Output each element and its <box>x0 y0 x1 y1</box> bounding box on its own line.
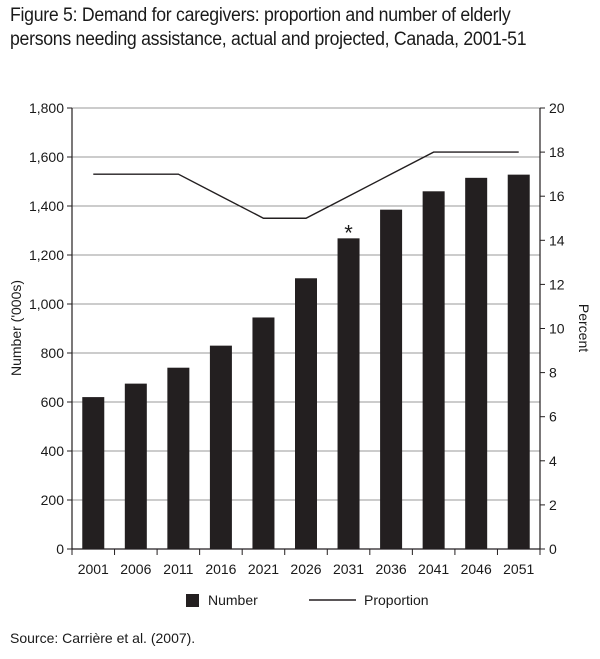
bar-2026 <box>295 278 317 549</box>
bars <box>82 174 530 550</box>
proportion-line <box>93 151 519 219</box>
y-tick-label: 1,000 <box>29 296 64 312</box>
x-tick-label: 2051 <box>503 561 534 577</box>
bar-2006 <box>124 383 147 549</box>
x-tick-label: 2031 <box>333 561 364 577</box>
y2-tick-label: 16 <box>549 188 565 204</box>
y-tick-label: 0 <box>56 541 64 557</box>
y-tick-label: 800 <box>41 345 65 361</box>
x-tick-label: 2026 <box>290 561 321 577</box>
bar-2046 <box>465 177 488 549</box>
annotation-asterisk: * <box>344 220 353 245</box>
y-tick-label: 200 <box>41 492 65 508</box>
legend: Number Proportion <box>186 592 429 608</box>
y2-tick-label: 10 <box>549 321 565 337</box>
x-tick-label: 2001 <box>78 561 109 577</box>
bar-2001 <box>82 397 105 549</box>
x-tick-label: 2016 <box>205 561 236 577</box>
y2-tick-label: 14 <box>549 232 565 248</box>
y-tick-label: 400 <box>41 443 65 459</box>
y2-tick-label: 18 <box>549 144 565 160</box>
y2-tick-label: 0 <box>549 541 557 557</box>
legend-label-number: Number <box>208 592 258 608</box>
bar-2016 <box>209 345 232 549</box>
chart: * 02004006008001,0001,2001,4001,6001,800… <box>8 100 592 608</box>
x-tick-label: 2041 <box>418 561 449 577</box>
x-tick-label: 2036 <box>376 561 407 577</box>
y-tick-label: 1,200 <box>29 247 64 263</box>
y2-tick-label: 4 <box>549 453 557 469</box>
legend-label-proportion: Proportion <box>364 592 429 608</box>
proportion-line-group: * <box>93 151 519 245</box>
y2-tick-label: 2 <box>549 497 557 513</box>
y-axis-label: Number ('000s) <box>8 280 24 376</box>
y-tick-label: 1,600 <box>29 149 64 165</box>
x-tick-label: 2006 <box>120 561 151 577</box>
y2-tick-label: 20 <box>549 100 565 116</box>
x-tick-label: 2011 <box>163 561 193 577</box>
y2-tick-label: 6 <box>549 409 557 425</box>
x-tick-label: 2046 <box>461 561 492 577</box>
bar-2021 <box>252 317 275 549</box>
chart-title: Figure 5: Demand for caregivers: proport… <box>10 5 527 50</box>
tick-labels: 02004006008001,0001,2001,4001,6001,80002… <box>29 100 565 577</box>
axes <box>67 107 545 555</box>
source-note: Source: Carrière et al. (2007). <box>10 630 196 646</box>
bar-2036 <box>380 209 403 550</box>
bar-2041 <box>422 191 445 550</box>
y-tick-label: 600 <box>41 394 65 410</box>
bar-2031 <box>337 238 360 549</box>
x-tick-label: 2021 <box>248 561 279 577</box>
y2-tick-label: 8 <box>549 365 557 381</box>
y-tick-label: 1,400 <box>29 198 64 214</box>
bar-2051 <box>507 174 530 549</box>
bar-2011 <box>167 367 190 549</box>
y2-axis-label: Percent <box>576 304 592 352</box>
legend-swatch-number <box>186 594 199 607</box>
y2-tick-label: 12 <box>549 276 565 292</box>
y-tick-label: 1,800 <box>29 100 64 116</box>
